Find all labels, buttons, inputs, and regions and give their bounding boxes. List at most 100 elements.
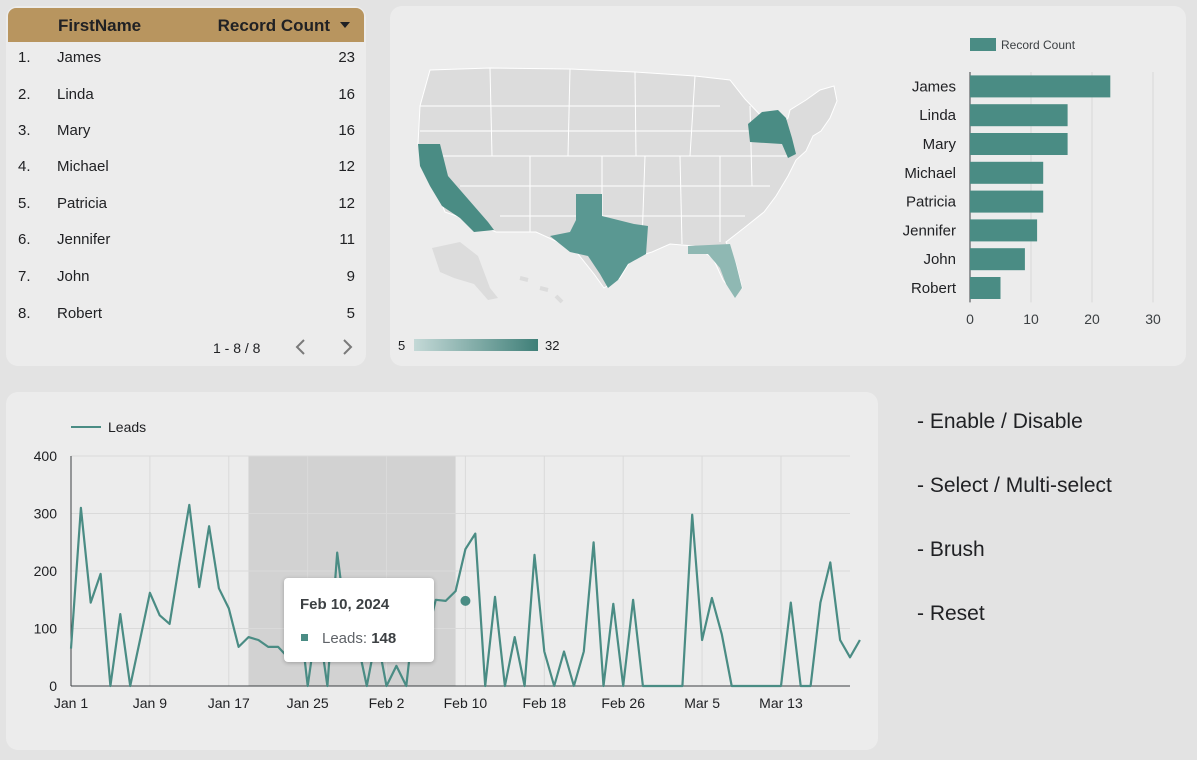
- row-index: 2.: [18, 86, 31, 103]
- x-tick-label: 30: [1145, 311, 1161, 327]
- row-name: John: [57, 268, 90, 285]
- row-name: Robert: [57, 305, 103, 322]
- bullet-select: - Select / Multi-select: [917, 474, 1112, 497]
- series-line-leads[interactable]: [69, 503, 861, 688]
- x-tick-label: Jan 9: [133, 695, 167, 711]
- column-header-firstname[interactable]: FirstName: [58, 16, 142, 35]
- column-header-record-count[interactable]: Record Count: [217, 16, 330, 35]
- chevron-left-icon[interactable]: [290, 336, 312, 358]
- table-row[interactable]: 7. John 9: [6, 259, 366, 295]
- row-count: 12: [338, 158, 355, 175]
- x-tick-label: Jan 17: [208, 695, 250, 711]
- row-count: 23: [338, 49, 355, 66]
- table-header: FirstName Record Count: [8, 8, 364, 42]
- tooltip-swatch: [301, 634, 308, 641]
- x-tick-label: 0: [966, 311, 974, 327]
- pagination-label: 1 - 8 / 8: [213, 340, 261, 356]
- table-row[interactable]: 6. Jennifer 11: [6, 222, 366, 258]
- tooltip-value: 148: [371, 630, 397, 647]
- table-row[interactable]: 4. Michael 12: [6, 149, 366, 185]
- bar[interactable]: [970, 104, 1068, 127]
- scale-min-label: 5: [398, 338, 406, 353]
- row-index: 8.: [18, 305, 31, 322]
- map-bar-svg: Record Count 0 10 20 30 James Linda Mary Michael…: [414, 38, 1161, 351]
- tooltip-series: Leads: 148: [322, 630, 396, 647]
- row-count: 12: [338, 195, 355, 212]
- legend-label: Record Count: [1001, 38, 1076, 52]
- bar[interactable]: [970, 161, 1044, 184]
- y-tick-label: 200: [34, 563, 58, 579]
- row-index: 5.: [18, 195, 31, 212]
- row-index: 3.: [18, 122, 31, 139]
- x-tick-label: Feb 10: [444, 695, 488, 711]
- bar[interactable]: [970, 277, 1001, 299]
- bar[interactable]: [970, 133, 1068, 155]
- y-tick-label: 400: [34, 448, 58, 464]
- category-label: James: [912, 78, 956, 95]
- row-index: 4.: [18, 158, 31, 175]
- category-label: Linda: [919, 107, 956, 124]
- table-row[interactable]: 3. Mary 16: [6, 113, 366, 149]
- x-tick-label: Mar 5: [684, 695, 720, 711]
- row-name: Michael: [57, 158, 109, 175]
- row-name: Patricia: [57, 195, 108, 212]
- map-alaska: [432, 242, 498, 300]
- x-tick-label: 20: [1084, 311, 1100, 327]
- table-row[interactable]: 2. Linda 16: [6, 77, 366, 113]
- row-count: 5: [346, 305, 355, 322]
- bar[interactable]: [970, 219, 1038, 242]
- row-count: 9: [346, 268, 355, 285]
- x-tick-label: Feb 18: [523, 695, 567, 711]
- category-label: Jennifer: [903, 222, 956, 239]
- x-tick-label: Feb 2: [369, 695, 405, 711]
- row-count: 11: [339, 231, 355, 248]
- tooltip-series-label: Leads:: [322, 630, 372, 647]
- table-row[interactable]: 5. Patricia 12: [6, 186, 366, 222]
- leads-line-chart[interactable]: 0 100 200 300 400 Jan 1 Jan 9 Jan 17 Jan 25 Feb 2…: [6, 392, 878, 750]
- bar[interactable]: [970, 75, 1111, 98]
- us-map[interactable]: [417, 67, 838, 304]
- map-texas: [550, 194, 648, 288]
- category-label: Mary: [923, 136, 957, 153]
- color-scale-bar: [414, 339, 538, 351]
- map-new-york: [748, 110, 796, 158]
- table-row[interactable]: 1. James 23: [6, 40, 366, 76]
- chevron-right-icon[interactable]: [336, 336, 358, 358]
- x-tick-label: 10: [1023, 311, 1039, 327]
- bullet-reset: - Reset: [917, 602, 985, 625]
- bar[interactable]: [970, 248, 1025, 271]
- row-count: 16: [338, 86, 355, 103]
- map-hawaii: [519, 276, 564, 304]
- name-table: FirstName Record Count 1. James 23 2. Li…: [6, 6, 366, 366]
- sort-desc-icon[interactable]: [340, 22, 350, 28]
- row-name: Linda: [57, 86, 94, 103]
- row-name: Jennifer: [57, 231, 111, 248]
- category-label: Michael: [904, 165, 956, 182]
- scale-max-label: 32: [545, 338, 560, 353]
- row-index: 7.: [18, 268, 31, 285]
- category-label: Patricia: [906, 194, 957, 211]
- table-row[interactable]: 8. Robert 5: [6, 296, 366, 332]
- map-california: [418, 144, 494, 232]
- row-name: Mary: [57, 122, 91, 139]
- x-tick-label: Jan 25: [287, 695, 329, 711]
- row-index: 6.: [18, 231, 31, 248]
- row-index: 1.: [18, 49, 31, 66]
- category-label: John: [923, 251, 956, 268]
- bullet-enable-disable: - Enable / Disable: [917, 410, 1083, 433]
- row-name: James: [57, 49, 102, 66]
- x-tick-label: Mar 13: [759, 695, 803, 711]
- record-count-bar-chart: Record Count 0 10 20 30 James Linda Mary Michael…: [903, 38, 1161, 327]
- hover-point: [460, 595, 471, 606]
- legend-swatch: [970, 38, 996, 51]
- bullet-brush: - Brush: [917, 538, 985, 561]
- map-florida: [688, 244, 742, 298]
- bar[interactable]: [970, 190, 1044, 213]
- legend-label: Leads: [108, 419, 146, 435]
- tooltip-date: Feb 10, 2024: [300, 596, 390, 613]
- y-tick-label: 0: [49, 678, 57, 694]
- map-bar-card: Record Count 0 10 20 30 James Linda Mary Michael…: [390, 6, 1186, 366]
- chart-tooltip: Feb 10, 2024 Leads: 148: [284, 578, 434, 662]
- category-label: Robert: [911, 280, 957, 297]
- y-tick-label: 300: [34, 506, 58, 522]
